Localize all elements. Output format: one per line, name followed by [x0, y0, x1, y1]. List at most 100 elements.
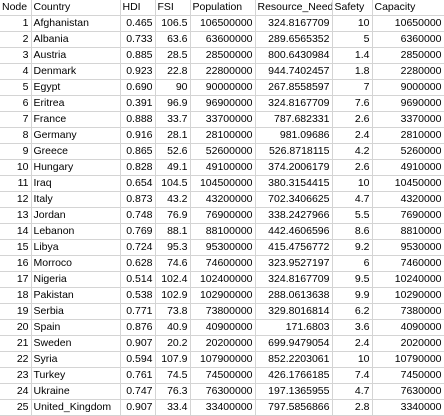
fsi-cell: 28.5 — [155, 47, 191, 64]
hdi-cell: 0.724 — [120, 239, 156, 256]
fsi-cell: 90 — [155, 79, 191, 96]
fsi-cell: 63.6 — [155, 31, 191, 48]
hdi-cell: 0.391 — [120, 95, 156, 112]
header-hdi: HDI — [120, 0, 156, 16]
capacity-cell: 9000000 — [372, 79, 444, 96]
header-capacity: Capacity — [372, 0, 444, 16]
header-resource-need: Resource_Need — [255, 0, 333, 16]
safety-cell: 2.8 — [332, 399, 373, 416]
resource-need-cell: 526.8718115 — [255, 143, 333, 160]
population-cell: 22800000 — [190, 63, 256, 80]
safety-cell: 7 — [332, 79, 373, 96]
country-cell: Greece — [31, 143, 121, 160]
header-population: Population — [190, 0, 256, 16]
table-row: 2 Albania 0.733 63.6 63600000 289.6565352 5 636… — [0, 31, 444, 48]
node-cell: 17 — [0, 271, 32, 288]
hdi-cell: 0.748 — [120, 207, 156, 224]
resource-need-cell: 702.3406625 — [255, 191, 333, 208]
node-cell: 4 — [0, 63, 32, 80]
capacity-cell: 3340000 — [372, 399, 444, 416]
table-row: 14 Lebanon 0.769 88.1 88100000 442.4606596 8.6… — [0, 223, 444, 240]
country-cell: Eritrea — [31, 95, 121, 112]
node-cell: 7 — [0, 111, 32, 128]
capacity-cell: 10790000 — [372, 351, 444, 368]
hdi-cell: 0.594 — [120, 351, 156, 368]
hdi-cell: 0.769 — [120, 223, 156, 240]
country-cell: Denmark — [31, 63, 121, 80]
fsi-cell: 40.9 — [155, 319, 191, 336]
hdi-cell: 0.538 — [120, 287, 156, 304]
resource-need-cell: 324.8167709 — [255, 15, 333, 32]
table-row: 8 Germany 0.916 28.1 28100000 981.09686 2.4 281… — [0, 127, 444, 144]
capacity-cell: 4320000 — [372, 191, 444, 208]
hdi-cell: 0.888 — [120, 111, 156, 128]
resource-need-cell: 197.1365955 — [255, 383, 333, 400]
capacity-cell: 10240000 — [372, 271, 444, 288]
node-cell: 6 — [0, 95, 32, 112]
safety-cell: 6.2 — [332, 303, 373, 320]
safety-cell: 10 — [332, 175, 373, 192]
table-row: 10 Hungary 0.828 49.1 49100000 374.2006179 2.6… — [0, 159, 444, 176]
resource-need-cell: 329.8016814 — [255, 303, 333, 320]
fsi-cell: 74.5 — [155, 367, 191, 384]
resource-need-cell: 797.5856866 — [255, 399, 333, 416]
country-cell: Austria — [31, 47, 121, 64]
header-safety: Safety — [332, 0, 373, 16]
capacity-cell: 8810000 — [372, 223, 444, 240]
table-row: 12 Italy 0.873 43.2 43200000 702.3406625 4.7 43… — [0, 191, 444, 208]
fsi-cell: 20.2 — [155, 335, 191, 352]
node-cell: 21 — [0, 335, 32, 352]
resource-need-cell: 324.8167709 — [255, 271, 333, 288]
country-cell: Lebanon — [31, 223, 121, 240]
country-cell: Pakistan — [31, 287, 121, 304]
resource-need-cell: 787.682331 — [255, 111, 333, 128]
safety-cell: 9.2 — [332, 239, 373, 256]
capacity-cell: 2020000 — [372, 335, 444, 352]
country-cell: Spain — [31, 319, 121, 336]
fsi-cell: 43.2 — [155, 191, 191, 208]
population-cell: 96900000 — [190, 95, 256, 112]
fsi-cell: 102.4 — [155, 271, 191, 288]
resource-need-cell: 442.4606596 — [255, 223, 333, 240]
hdi-cell: 0.654 — [120, 175, 156, 192]
node-cell: 22 — [0, 351, 32, 368]
fsi-cell: 76.3 — [155, 383, 191, 400]
node-cell: 2 — [0, 31, 32, 48]
country-cell: Jordan — [31, 207, 121, 224]
hdi-cell: 0.865 — [120, 143, 156, 160]
resource-need-cell: 699.9479054 — [255, 335, 333, 352]
fsi-cell: 95.3 — [155, 239, 191, 256]
safety-cell: 5 — [332, 31, 373, 48]
table-row: 23 Turkey 0.761 74.5 74500000 426.1766185 7.4 7… — [0, 367, 444, 384]
node-cell: 16 — [0, 255, 32, 272]
safety-cell: 7.6 — [332, 95, 373, 112]
resource-need-cell: 267.8558597 — [255, 79, 333, 96]
country-cell: Egypt — [31, 79, 121, 96]
capacity-cell: 7380000 — [372, 303, 444, 320]
resource-need-cell: 338.2427966 — [255, 207, 333, 224]
node-cell: 14 — [0, 223, 32, 240]
resource-need-cell: 852.2203061 — [255, 351, 333, 368]
hdi-cell: 0.465 — [120, 15, 156, 32]
table-row: 21 Sweden 0.907 20.2 20200000 699.9479054 2.4 2… — [0, 335, 444, 352]
country-cell: Turkey — [31, 367, 121, 384]
population-cell: 90000000 — [190, 79, 256, 96]
population-cell: 76300000 — [190, 383, 256, 400]
resource-need-cell: 324.8167709 — [255, 95, 333, 112]
hdi-cell: 0.733 — [120, 31, 156, 48]
resource-need-cell: 380.3154415 — [255, 175, 333, 192]
capacity-cell: 6360000 — [372, 31, 444, 48]
fsi-cell: 96.9 — [155, 95, 191, 112]
node-cell: 12 — [0, 191, 32, 208]
fsi-cell: 102.9 — [155, 287, 191, 304]
population-cell: 73800000 — [190, 303, 256, 320]
country-cell: Ukraine — [31, 383, 121, 400]
hdi-cell: 0.907 — [120, 335, 156, 352]
resource-need-cell: 374.2006179 — [255, 159, 333, 176]
fsi-cell: 104.5 — [155, 175, 191, 192]
resource-need-cell: 289.6565352 — [255, 31, 333, 48]
safety-cell: 3.6 — [332, 319, 373, 336]
country-cell: Albania — [31, 31, 121, 48]
hdi-cell: 0.907 — [120, 399, 156, 416]
hdi-cell: 0.873 — [120, 191, 156, 208]
